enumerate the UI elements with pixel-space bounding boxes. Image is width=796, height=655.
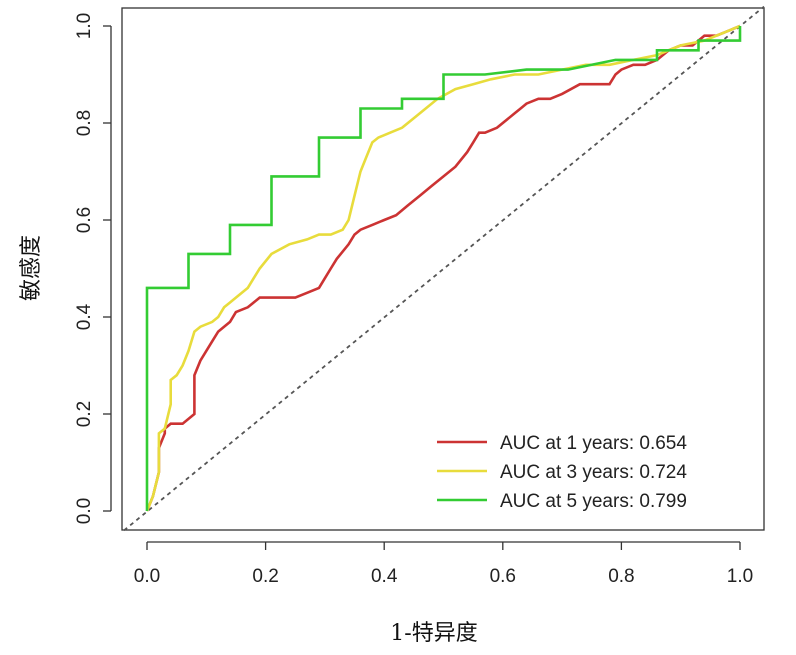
plot-area: 0.0 0.2 0.4 0.6 0.8 1.0 0.0 0.2 0.4 0.6 0.8 1.0 AUC … [74, 5, 765, 587]
y-tick-label: 0.2 [74, 401, 95, 427]
plot-frame [121, 7, 765, 531]
x-tick-label: 0.0 [134, 566, 160, 587]
legend-label-3: AUC at 5 years: 0.799 [500, 491, 687, 512]
legend-label-2: AUC at 3 years: 0.724 [500, 462, 687, 483]
y-axis-title: 敏感度 [19, 235, 44, 301]
y-tick-label: 0.8 [74, 110, 95, 136]
y-tick-label: 0.6 [74, 207, 95, 233]
roc-curve-series-1 [145, 24, 741, 512]
y-tick-label: 1.0 [74, 13, 95, 39]
roc-curve-series-3 [145, 26, 742, 511]
x-tick-label: 0.4 [371, 566, 398, 587]
y-tick-label: 0.0 [74, 498, 95, 524]
y-tick-label: 0.4 [74, 303, 95, 330]
roc-curve-series-2 [145, 24, 741, 512]
legend-label-1: AUC at 1 years: 0.654 [500, 433, 687, 454]
reference-diagonal-line [123, 5, 765, 532]
x-axis-title: 1-特异度 [390, 621, 477, 646]
x-tick-label: 1.0 [727, 566, 753, 587]
x-tick-label: 0.6 [490, 566, 516, 587]
x-tick-label: 0.8 [608, 566, 634, 587]
x-tick-label: 0.2 [252, 566, 278, 587]
